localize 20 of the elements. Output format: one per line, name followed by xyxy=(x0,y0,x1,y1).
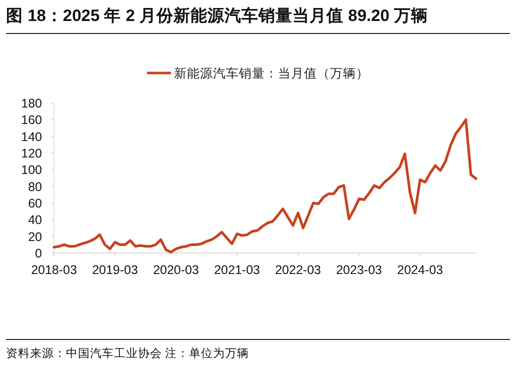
x-tick-label: 2023-03 xyxy=(336,263,382,277)
y-tick-label: 20 xyxy=(28,230,42,244)
y-tick-label: 60 xyxy=(28,196,42,210)
x-tick-label: 2024-03 xyxy=(397,263,444,277)
y-tick-label: 180 xyxy=(21,96,42,110)
y-tick-label: 40 xyxy=(28,213,42,228)
x-tick-label: 2022-03 xyxy=(275,263,322,277)
y-tick-label: 100 xyxy=(21,163,42,178)
y-tick-label: 140 xyxy=(21,130,42,144)
y-tick-label: 120 xyxy=(21,146,42,160)
text: 资料来源：中国汽车工业协会 注：单位为万辆 xyxy=(6,346,250,360)
x-tick-label: 2020-03 xyxy=(153,263,200,277)
x-tick-label: 2019-03 xyxy=(92,263,138,277)
y-tick-label: 160 xyxy=(21,113,42,128)
chart-title: 图 18：2025 年 2 月份新能源汽车销量当月值 89.20 万辆 xyxy=(6,6,428,25)
x-tick-label: 2021-03 xyxy=(214,263,260,277)
legend-label: 新能源汽车销量：当月值（万辆） xyxy=(174,66,369,80)
x-tick-label: 2018-03 xyxy=(31,263,77,277)
y-tick-label: 0 xyxy=(35,246,42,260)
y-tick-label: 80 xyxy=(28,180,42,194)
